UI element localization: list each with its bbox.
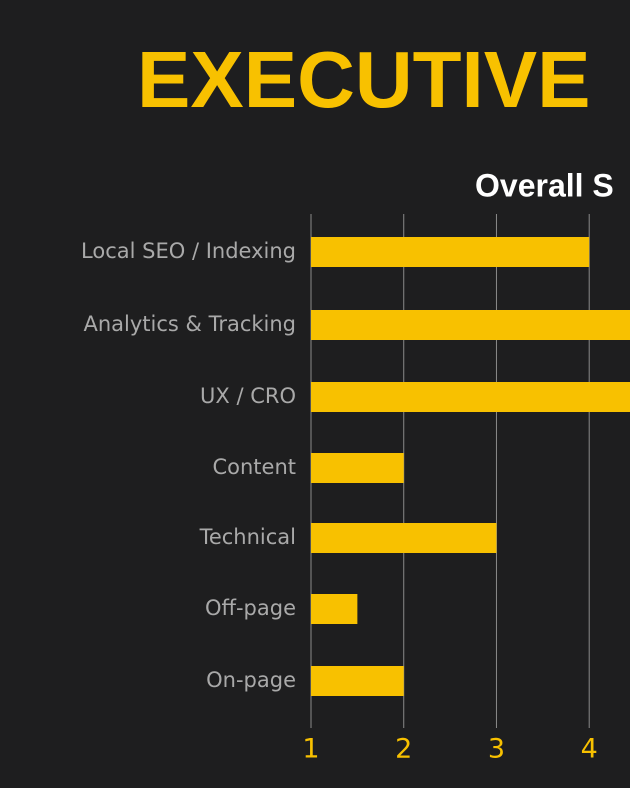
y-tick-label: UX / CRO [200, 384, 296, 408]
bar [311, 237, 590, 267]
bar [311, 453, 404, 483]
bar [311, 523, 497, 553]
bar [311, 382, 630, 412]
y-tick-label: Content [212, 455, 296, 479]
y-tick-label: Off-page [205, 596, 296, 620]
x-tick-label: 3 [488, 734, 505, 765]
y-tick-label: Technical [199, 525, 296, 549]
y-tick-label: Analytics & Tracking [83, 312, 296, 336]
x-tick-label: 2 [395, 734, 412, 765]
bar [311, 594, 358, 624]
y-tick-label: Local SEO / Indexing [81, 239, 296, 263]
x-tick-label: 1 [302, 734, 319, 765]
y-tick-label: On-page [206, 668, 296, 692]
x-tick-label: 4 [581, 734, 598, 765]
page-title: EXECUTIVE [137, 35, 590, 124]
bar [311, 310, 630, 340]
chart-title: Overall S [475, 167, 614, 203]
bar [311, 666, 404, 696]
